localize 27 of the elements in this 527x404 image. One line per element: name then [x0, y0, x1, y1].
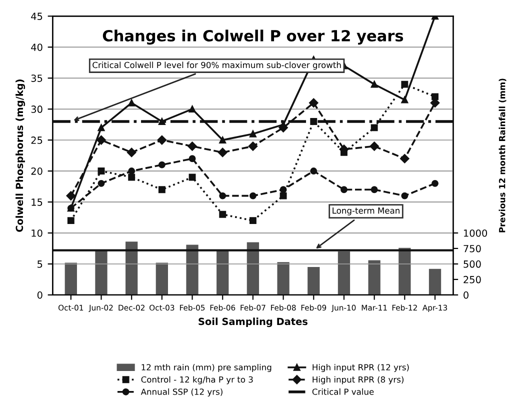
y-tick-label: 40	[31, 44, 42, 51]
y2-axis-title: Previous 12 month Rainfall (mm)	[498, 78, 506, 232]
legend-label: 12 mth rain (mm) pre sampling	[142, 364, 272, 372]
legend-label: Critical P value	[312, 388, 374, 395]
legend-label: Control - 12 kg/ha P yr to 3	[141, 376, 253, 384]
y2-tick-label: 0	[464, 291, 468, 299]
annotation: Long-term Mean	[332, 208, 400, 216]
y2-tick-label: 750	[464, 244, 481, 252]
y-tick-label: 20	[31, 168, 42, 175]
legend-label: High input RPR (8 yrs)	[312, 376, 404, 384]
y-tick-label: 10	[32, 229, 42, 237]
text: Changes in Colwell P over 12 years	[102, 30, 404, 45]
y-tick-label: 45	[31, 12, 42, 20]
y-tick-label: 15	[32, 198, 42, 206]
y-axis-title: Colwell Phosphorus (mg/kg)	[16, 80, 26, 232]
y-tick-label: 25	[31, 136, 42, 144]
y-tick-label: 30	[31, 106, 42, 113]
legend-label: Annual SSP (12 yrs)	[140, 388, 222, 396]
x-axis-title: Soil Sampling Dates	[198, 318, 308, 328]
y-tick-label: 35	[31, 74, 42, 82]
y-tick-label: 5	[38, 260, 42, 268]
legend-label: High input RPR (12 yrs)	[312, 364, 409, 372]
y-tick-label: 0	[37, 291, 42, 299]
y2-tick-label: 250	[464, 276, 481, 284]
annotation: Critical Colwell P level for 90% maximum sub-clover growth	[92, 62, 341, 70]
y2-tick-label: 500	[464, 260, 481, 268]
y2-tick-label: 1000	[464, 229, 488, 237]
